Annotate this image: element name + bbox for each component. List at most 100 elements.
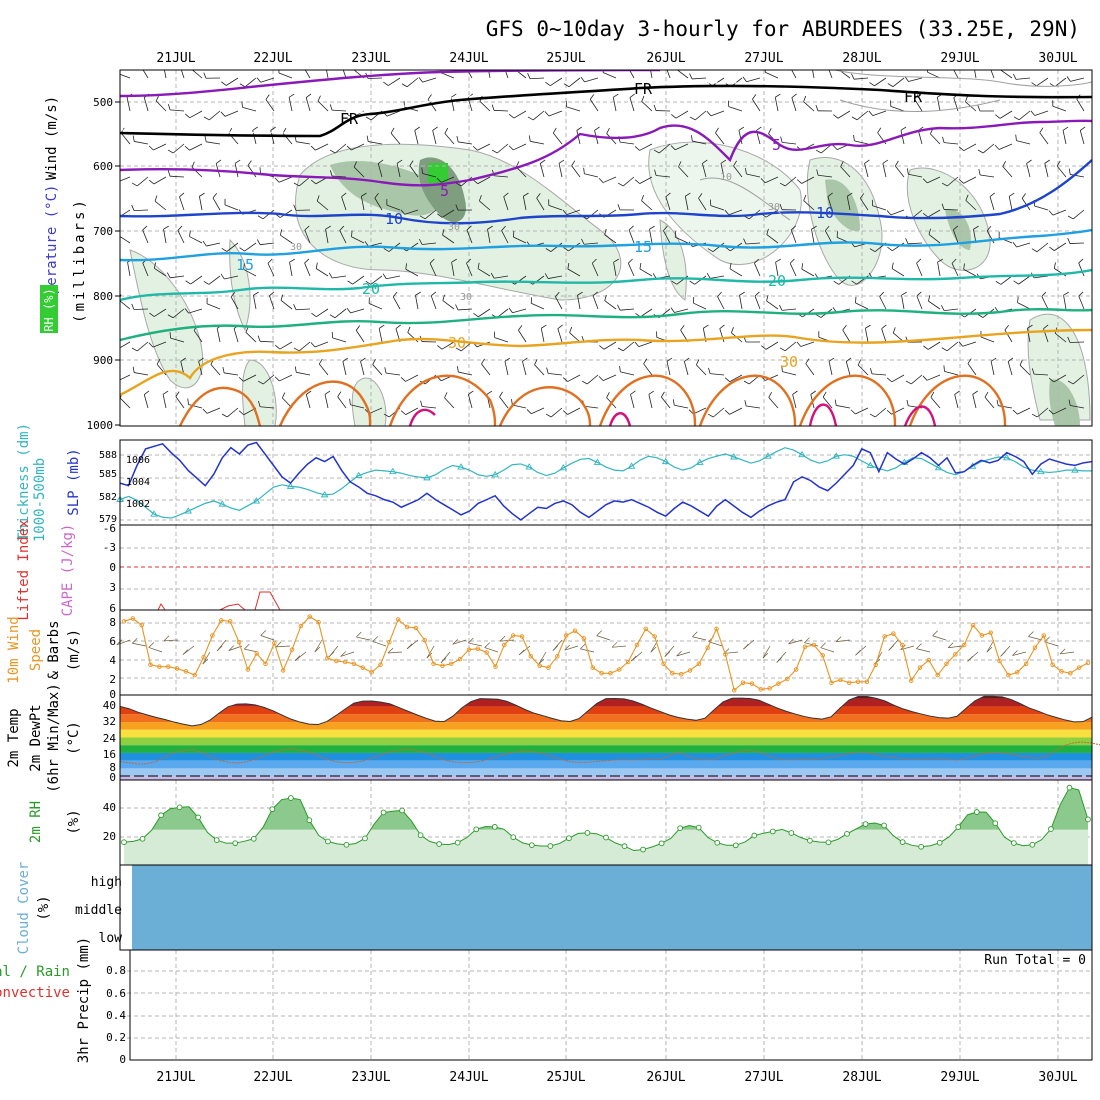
wind-barb — [386, 199, 401, 211]
lifted-index-panel: -6 -3 0 3 6 Lifted Index CAPE (J/kg) — [16, 519, 1093, 621]
wind-barb — [142, 70, 149, 79]
wind-barb — [1031, 407, 1049, 418]
wind-barb — [436, 176, 455, 183]
wind-barb — [245, 326, 257, 343]
wind-barb — [203, 275, 221, 285]
wind-barb — [653, 104, 671, 112]
rh2m-point — [1048, 826, 1054, 832]
wind-barb — [392, 291, 401, 310]
slp-line — [119, 441, 1093, 521]
wind-speed-point — [767, 686, 772, 691]
wind-speed-point — [263, 661, 268, 667]
cloud-cover-fill — [132, 865, 1092, 950]
rh2m-point — [195, 814, 202, 821]
wind-barb — [706, 110, 725, 117]
rh2m-point — [1010, 840, 1017, 846]
wind-barb — [1067, 374, 1085, 385]
wind-barb — [148, 143, 167, 151]
wind-barb — [220, 110, 239, 117]
w10-tick-4: 4 — [109, 654, 116, 667]
wind10-barb — [1028, 631, 1043, 641]
precip-panel: Run Total = 0 0.8 0.6 0.4 0.2 0 3hr Prec… — [0, 937, 1093, 1066]
ylabel-1000-500mb: 1000-500mb — [32, 458, 48, 542]
wind-barb — [167, 103, 185, 112]
rh2m-point — [992, 820, 999, 827]
isotherm-35g — [798, 374, 897, 426]
rh-shading-dark — [330, 157, 1080, 426]
rh2m-point — [176, 804, 183, 811]
wind-barb — [941, 341, 959, 352]
wind-barb — [315, 262, 329, 277]
wind-barb — [954, 390, 960, 409]
wind-barb — [528, 135, 545, 145]
wind-barb — [518, 325, 527, 343]
t-tick-16: 16 — [103, 748, 116, 761]
wind-barb — [1068, 399, 1085, 409]
wind-barb — [365, 275, 383, 285]
wind-barb — [515, 161, 527, 178]
wind-barb — [565, 100, 581, 112]
wind-speed-point — [935, 672, 940, 678]
ylabel-2m-dewpt: 2m DewPt — [28, 704, 44, 771]
wind-speed-point — [678, 671, 684, 677]
wind10-barb — [294, 651, 307, 661]
wind-barb — [1068, 168, 1085, 178]
date-bottom-23JUL: 23JUL — [351, 1070, 390, 1085]
li-tick-0: 0 — [109, 561, 116, 574]
wind10-barb — [116, 639, 131, 646]
ylabel-thickness: Thickness (dm) — [16, 423, 32, 541]
wind-barb — [602, 70, 617, 79]
date-top-21JUL: 21JUL — [156, 51, 195, 66]
wind-speed-point — [838, 677, 843, 683]
wind-barb — [914, 94, 923, 112]
thickness-point — [252, 497, 261, 504]
wind-barb — [491, 143, 509, 154]
thk-tick-582: 582 — [99, 492, 117, 503]
wind-barb — [557, 324, 563, 343]
wind-barb — [683, 357, 690, 376]
wind-barb — [267, 258, 275, 277]
wind-barb — [177, 225, 185, 244]
wind-barb — [451, 258, 457, 277]
wind-barb — [166, 272, 185, 279]
wind-barb — [745, 167, 761, 178]
wind-speed-point — [404, 624, 410, 630]
wind-barb — [768, 391, 779, 409]
t-tick-0: 0 — [109, 771, 116, 784]
wind-speed-point — [325, 655, 330, 661]
rh2m-point — [417, 832, 424, 839]
isotherm-35d — [498, 386, 592, 426]
rh2m-point — [491, 824, 498, 830]
cloud-tick-high: high — [91, 875, 122, 890]
wind-barb — [853, 134, 869, 145]
wind-barb — [390, 127, 401, 145]
temperature-bands — [120, 696, 1092, 780]
ylabel-cape: CAPE (J/kg) — [60, 524, 76, 617]
wind-speed-point — [820, 653, 825, 658]
wind10-barb — [552, 639, 563, 651]
wind-barb — [527, 110, 545, 121]
wind-barb — [1013, 110, 1031, 121]
rh2m-point — [1029, 841, 1036, 848]
slp-tick-1004: 1004 — [126, 477, 150, 488]
wind-barb — [855, 296, 869, 310]
lifted-index-line — [254, 591, 281, 611]
isotherm-40b — [608, 412, 632, 426]
wind10-panel: 8 6 4 2 0 10m Wind Speed & Barbs (m/s) — [6, 609, 1093, 701]
wind-barb — [346, 307, 365, 314]
wind-barb — [202, 240, 221, 247]
wind-barb — [978, 169, 995, 178]
wind-barb — [293, 204, 311, 211]
wind-barb — [604, 294, 617, 310]
pressure-tick-500: 500 — [93, 96, 113, 109]
wind-barb — [1017, 296, 1031, 310]
isotherm-10 — [120, 159, 1092, 225]
wind-barb — [604, 228, 617, 244]
wind-barb — [958, 176, 977, 184]
wind-barb — [729, 262, 743, 277]
wind-barb — [148, 176, 167, 185]
wind-barb — [1052, 100, 1067, 112]
wind-barb — [1019, 359, 1031, 376]
wind-barb — [456, 135, 473, 145]
wind-barb — [162, 390, 169, 409]
